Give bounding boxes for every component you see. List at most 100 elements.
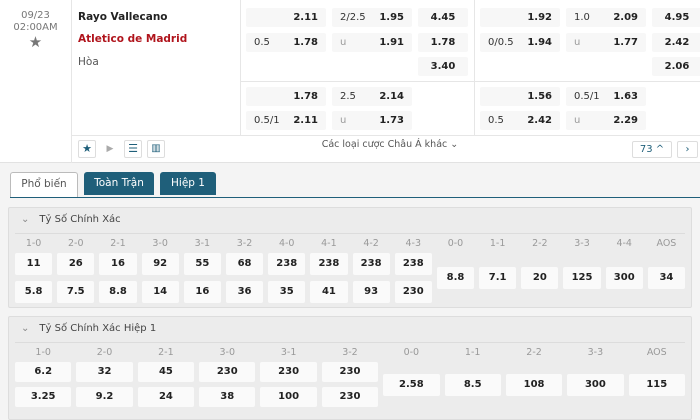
odds-cell[interactable]: 35 [268, 281, 306, 303]
odds-cell[interactable]: 34 [647, 267, 685, 289]
odds-cell[interactable]: 92 [141, 253, 179, 275]
odds-cell[interactable]: 6.2 [15, 362, 72, 382]
odds-cell[interactable]: 2.58 [383, 374, 440, 396]
chevron-up-icon: ^ [655, 144, 665, 155]
odds-value: 2.42 [664, 37, 690, 48]
odds-cell[interactable]: 3.40 [418, 57, 468, 76]
odds-cell[interactable]: u 1.77 [566, 33, 646, 52]
odds-cell[interactable]: 0.5/1 1.63 [566, 87, 646, 106]
odds-cell[interactable]: 14 [141, 281, 179, 303]
odds-cell[interactable]: 1.92 [480, 8, 560, 27]
odds-cell[interactable]: 45 [137, 362, 195, 382]
odds-cell[interactable]: 0.5/1 2.11 [246, 111, 326, 130]
odds-cell[interactable]: 1.0 2.09 [566, 8, 646, 27]
odds-cell[interactable]: 100 [260, 387, 317, 407]
odds-cell[interactable]: 16 [99, 253, 137, 275]
odds-cell[interactable]: 2/2.5 1.95 [332, 8, 412, 27]
odds-cell[interactable]: 2.42 [652, 33, 700, 52]
market-header[interactable]: ⌄ Tỷ Số Chính Xác Hiệp 1 [21, 323, 156, 334]
score-column: 2-0 32 9.2 [76, 345, 133, 415]
tab-first-half[interactable]: Hiệp 1 [160, 172, 216, 195]
odds-cell[interactable]: 230 [321, 362, 379, 382]
play-icon[interactable]: ▶ [101, 140, 119, 158]
score-label: 2-0 [68, 238, 84, 249]
odds-cell[interactable]: 0.5 2.42 [480, 111, 560, 130]
favorite-star-icon[interactable]: ★ [28, 33, 43, 51]
odds-cell[interactable]: 0/0.5 1.94 [480, 33, 560, 52]
odds-value: 2.11 [293, 12, 318, 23]
odds-value: 1.95 [379, 12, 404, 23]
odds-cell[interactable]: 300 [605, 267, 643, 289]
odds-cell[interactable]: 115 [628, 374, 685, 396]
market-header[interactable]: ⌄ Tỷ Số Chính Xác [21, 214, 121, 225]
odds-cell[interactable]: u 2.29 [566, 111, 646, 130]
odds-cell[interactable]: 8.8 [99, 281, 137, 303]
chevron-down-icon: ⌄ [450, 139, 459, 150]
tab-full-match[interactable]: Toàn Trận [84, 172, 154, 195]
odds-cell[interactable]: u 1.91 [332, 33, 412, 52]
odds-cell[interactable]: 68 [225, 253, 264, 275]
next-button[interactable]: › [677, 141, 698, 158]
chevron-right-icon: › [685, 144, 690, 155]
odds-cell[interactable]: 125 [563, 267, 601, 289]
odds-cell[interactable]: 4.45 [418, 8, 468, 27]
odds-cell[interactable]: 238 [268, 253, 306, 275]
odds-cell[interactable]: 38 [199, 387, 256, 407]
odds-cell[interactable]: 2.06 [652, 57, 700, 76]
odds-cell[interactable]: 5.8 [15, 281, 53, 303]
odds-cell[interactable]: 238 [310, 253, 348, 275]
odds-cell[interactable]: 20 [521, 267, 559, 289]
odds-cell[interactable]: 2.5 2.14 [332, 87, 412, 106]
odds-cell[interactable]: 32 [76, 362, 133, 382]
odds-cell[interactable]: 11 [15, 253, 53, 275]
odds-cell[interactable]: 1.56 [480, 87, 560, 106]
odds-cell[interactable]: 230 [394, 281, 432, 303]
layers-icon[interactable]: ☰ [124, 140, 142, 158]
divider [240, 81, 700, 82]
favorite-star-icon[interactable]: ★ [78, 140, 96, 158]
odds-cell[interactable]: 93 [352, 281, 390, 303]
odds-cell[interactable]: 0.5 1.78 [246, 33, 326, 52]
handicap-value: 0.5/1 [574, 91, 600, 102]
odds-cell[interactable]: 238 [394, 253, 432, 275]
score-column: 3-3 125 [563, 236, 601, 306]
score-label: 1-0 [25, 238, 42, 249]
odds-cell[interactable]: 230 [321, 387, 379, 407]
odds-cell[interactable]: 300 [567, 374, 624, 396]
odds-cell[interactable]: 41 [310, 281, 348, 303]
tab-popular[interactable]: Phổ biến [10, 172, 78, 198]
more-bets-dropdown[interactable]: Các loại cược Châu Á khác ⌄ [315, 137, 465, 153]
odds-cell[interactable]: 108 [505, 374, 563, 396]
market-count-button[interactable]: 73 ^ [632, 141, 672, 158]
handicap-value: 0.5 [254, 37, 270, 48]
odds-cell[interactable]: 2.11 [246, 8, 326, 27]
odds-value: 1.56 [527, 91, 552, 102]
odds-cell[interactable]: 1.78 [246, 87, 326, 106]
score-label: 3-3 [587, 347, 604, 358]
odds-cell[interactable]: 26 [57, 253, 95, 275]
odds-cell[interactable]: 230 [260, 362, 317, 382]
odds-cell[interactable]: 238 [352, 253, 390, 275]
home-team: Rayo Vallecano [78, 11, 168, 23]
odds-cell[interactable]: 7.1 [479, 267, 517, 289]
odds-cell[interactable]: 16 [183, 281, 221, 303]
score-column: 2-1 16 8.8 [99, 236, 137, 306]
odds-cell[interactable]: 4.95 [652, 8, 700, 27]
odds-value: 1.92 [527, 12, 552, 23]
score-label: 1-0 [35, 347, 51, 358]
odds-cell[interactable]: 1.78 [418, 33, 468, 52]
odds-cell[interactable]: 9.2 [76, 387, 133, 407]
odds-cell[interactable]: 8.8 [436, 267, 475, 289]
score-column: 0-0 8.8 [436, 236, 475, 306]
odds-cell[interactable]: 8.5 [444, 374, 501, 396]
odds-cell[interactable]: 36 [225, 281, 264, 303]
stats-icon[interactable]: ▥ [147, 140, 165, 158]
odds-cell[interactable]: 3.25 [15, 387, 72, 407]
odds-cell[interactable]: 7.5 [57, 281, 95, 303]
score-column: AOS 34 [647, 236, 685, 306]
odds-cell[interactable]: 24 [137, 387, 195, 407]
tab-underline [10, 197, 700, 198]
odds-cell[interactable]: 230 [199, 362, 256, 382]
odds-cell[interactable]: u 1.73 [332, 111, 412, 130]
odds-cell[interactable]: 55 [183, 253, 221, 275]
